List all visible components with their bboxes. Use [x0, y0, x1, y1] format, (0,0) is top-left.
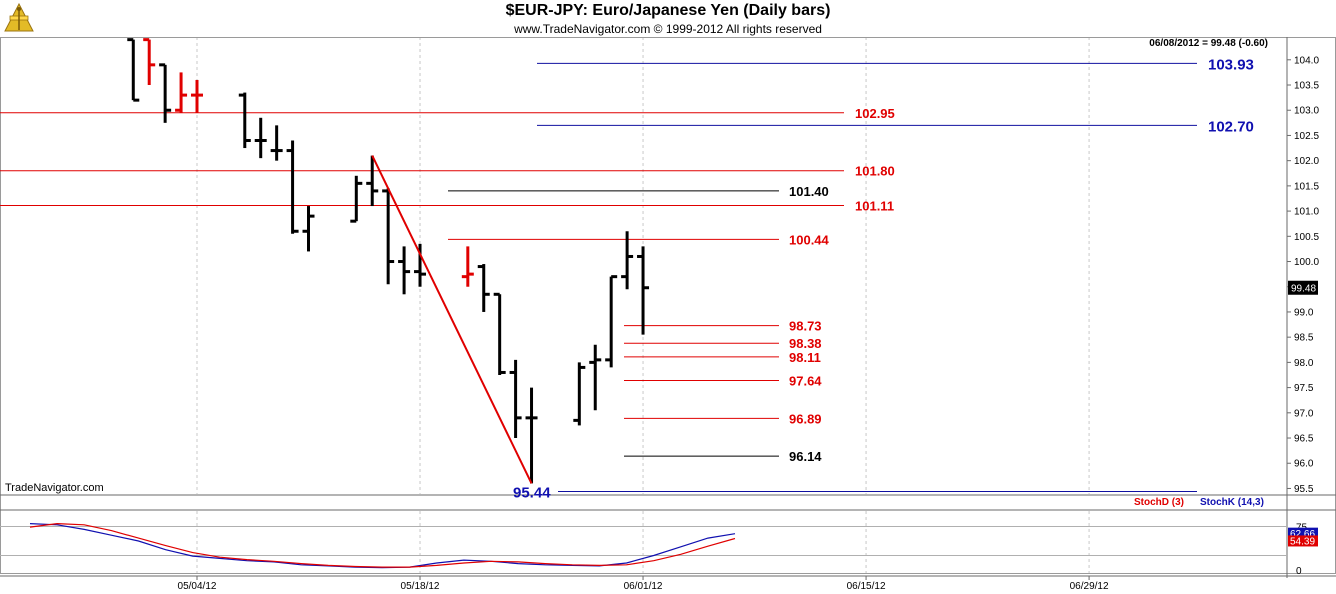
level-label: 98.73 [789, 319, 822, 334]
ohlc-bars [127, 38, 650, 484]
date-tick-label: 06/29/12 [1070, 581, 1109, 592]
price-tick-label: 98.0 [1294, 358, 1314, 369]
date-tick-label: 05/18/12 [401, 581, 440, 592]
price-tick-label: 100.0 [1294, 257, 1319, 268]
level-label: 103.93 [1208, 56, 1254, 73]
date-tick-label: 05/04/12 [178, 581, 217, 592]
level-label: 98.11 [789, 350, 821, 365]
price-tick-label: 97.5 [1294, 383, 1314, 394]
watermark-text: TradeNavigator.com [5, 482, 104, 494]
stoch-d-line [29, 522, 736, 568]
stoch-k-value: 62.66 [1290, 529, 1315, 540]
price-tick-label: 95.5 [1294, 484, 1314, 495]
level-label: 100.44 [789, 232, 830, 247]
price-tick-label: 101.5 [1294, 181, 1319, 192]
trendline-layer [371, 155, 533, 484]
price-tick-label: 103.0 [1294, 106, 1319, 117]
last-price-label: 99.48 [1291, 284, 1316, 295]
stoch-k-line [29, 523, 736, 569]
level-label: 96.89 [789, 411, 822, 426]
price-tick-label: 101.0 [1294, 207, 1319, 218]
trendline [371, 155, 533, 484]
level-label: 102.95 [855, 106, 895, 121]
date-tick-label: 06/01/12 [624, 581, 663, 592]
stoch-d-badge [1288, 535, 1318, 547]
chart-title: $EUR-JPY: Euro/Japanese Yen (Daily bars) [505, 2, 831, 19]
date-tick-label: 06/15/12 [847, 581, 886, 592]
level-label: 102.70 [1208, 118, 1254, 135]
last-bar-info: 06/08/2012 = 99.48 (-0.60) [1149, 38, 1268, 49]
stoch-legend-d: StochD (3) [1134, 497, 1184, 508]
level-label: 97.64 [789, 374, 822, 389]
stoch-d-value: 54.39 [1290, 536, 1315, 547]
price-tick-label: 102.0 [1294, 156, 1319, 167]
price-tick-label: 100.5 [1294, 232, 1319, 243]
level-label: 98.38 [789, 336, 822, 351]
price-tick-label: 102.5 [1294, 131, 1319, 142]
stoch-k-badge [1288, 527, 1318, 539]
price-tick-label: 98.5 [1294, 333, 1314, 344]
price-tick-label: 97.0 [1294, 408, 1314, 419]
level-label: 95.44 [513, 484, 551, 501]
price-levels: 103.93 102.95 102.70 101.80 101.40 101.11 100.… [0, 56, 1254, 501]
level-label: 96.14 [789, 449, 822, 464]
price-tick-label: 103.5 [1294, 81, 1319, 92]
stoch-legend-k: StochK (14,3) [1200, 497, 1264, 508]
level-label: 101.40 [789, 184, 829, 199]
price-tick-label: 96.0 [1294, 459, 1314, 470]
price-tick-label: 99.0 [1294, 307, 1314, 318]
last-price-badge [1288, 280, 1318, 295]
level-label: 101.11 [855, 199, 894, 214]
chart-axes: 05/04/12 05/18/12 06/01/12 06/15/12 06/29/12… [0, 37, 1336, 592]
copyright-text: www.TradeNavigator.com © 1999-2012 All r… [514, 22, 822, 36]
price-tick-label: 104.0 [1294, 55, 1319, 66]
stoch-tick-label: 0 [1296, 566, 1302, 577]
trade-navigator-logo-icon [4, 2, 34, 32]
chart-frame [0, 37, 1336, 574]
level-label: 101.80 [855, 164, 895, 179]
price-tick-label: 96.5 [1294, 434, 1314, 445]
